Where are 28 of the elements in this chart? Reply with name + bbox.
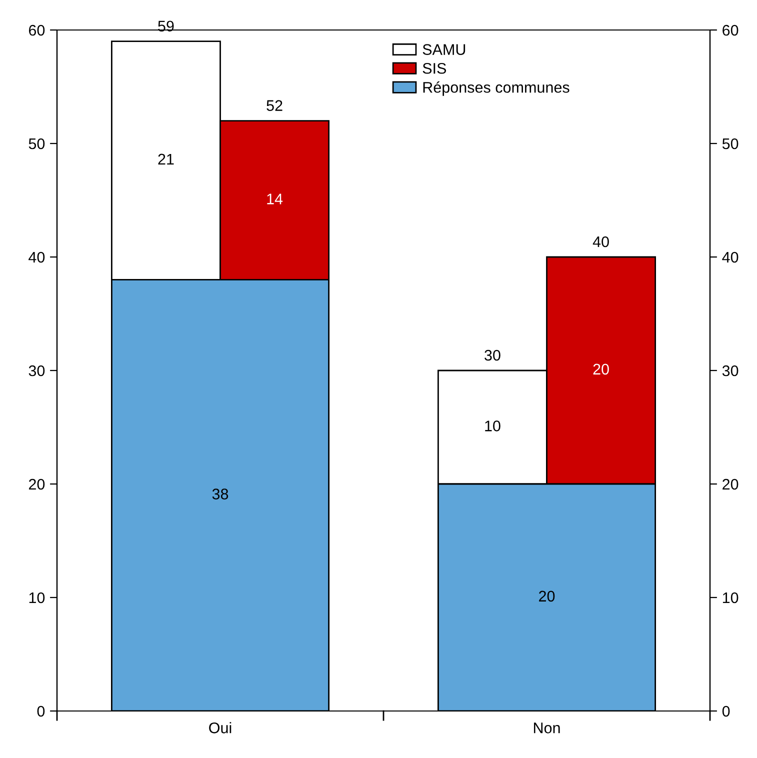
y2-tick-label: 0 [722, 706, 730, 717]
y2-tick-label: 50 [722, 138, 738, 150]
y-tick-label: 50 [28, 138, 45, 150]
x-tick-label: Oui [209, 722, 232, 734]
legend-label: SAMU [422, 44, 466, 55]
y-tick-label: 0 [37, 706, 45, 717]
y-tick-label: 40 [28, 252, 45, 263]
y2-tick-label: 30 [722, 365, 738, 376]
x-tick-label: Non [534, 722, 560, 734]
y-tick-label: 60 [28, 24, 45, 36]
y2-tick-label: 40 [722, 252, 738, 263]
y2-tick-label: 10 [722, 592, 738, 604]
annotation: 52 [266, 100, 282, 111]
legend-label: Réponses communes [423, 81, 570, 96]
annotation: 40 [592, 236, 609, 248]
data-label: 38 [212, 488, 228, 500]
data-label: 14 [267, 194, 283, 204]
annotation: 30 [484, 350, 500, 361]
y-tick-label: 20 [28, 478, 45, 490]
y2-tick-label: 60 [722, 24, 738, 36]
y2-tick-label: 20 [722, 478, 738, 490]
legend-label: SIS [422, 62, 446, 74]
data-label: 10 [485, 420, 500, 432]
data-label: 21 [158, 154, 174, 164]
data-label: 20 [593, 364, 609, 375]
y-tick-label: 30 [28, 365, 45, 376]
data-label: 20 [539, 590, 555, 602]
y-tick-label: 10 [29, 592, 45, 604]
